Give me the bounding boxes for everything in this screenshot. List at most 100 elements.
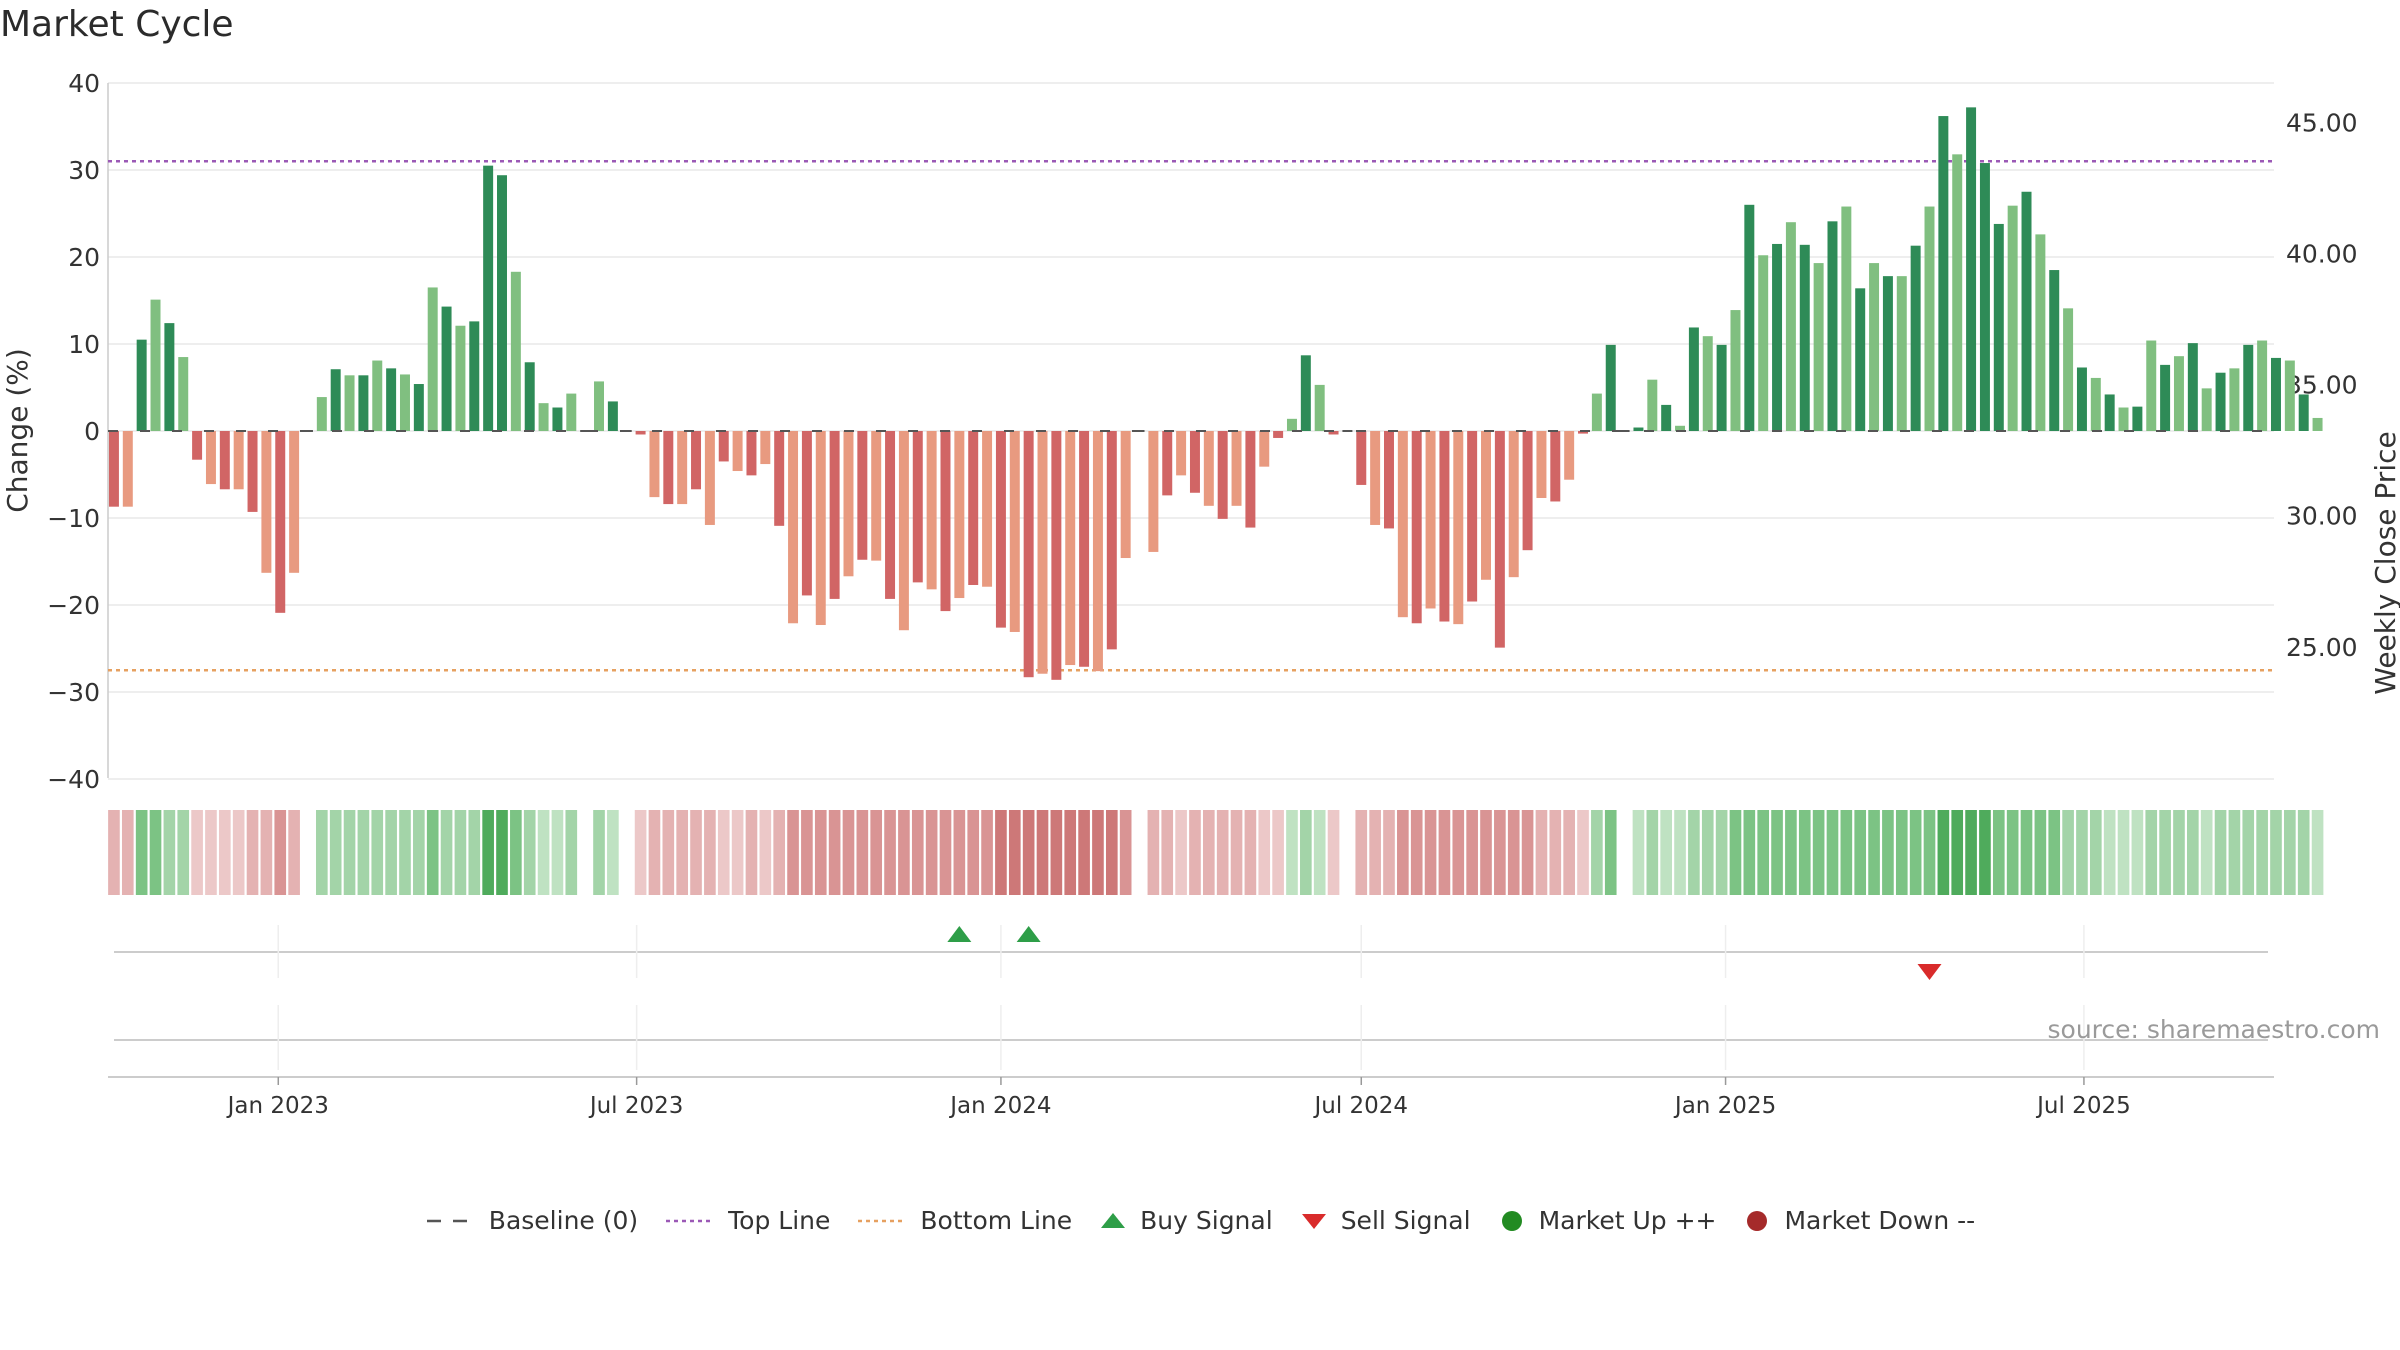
strength-cell	[177, 810, 190, 895]
bar	[427, 287, 438, 431]
bar	[510, 271, 521, 431]
strength-cell	[1175, 810, 1187, 895]
strength-cell	[1923, 810, 1936, 895]
bar	[1993, 223, 2004, 431]
strength-cell	[1854, 810, 1867, 895]
strength-cell	[911, 810, 924, 895]
strength-cell	[1992, 810, 2005, 895]
strength-cell	[939, 810, 952, 895]
strength-cell	[1549, 810, 1562, 895]
strength-cell	[1909, 810, 1922, 895]
sell-signal-marker	[1917, 964, 1942, 980]
bar	[441, 306, 452, 431]
strength-cell	[468, 810, 481, 895]
strength-cell	[343, 810, 356, 895]
bar	[594, 381, 605, 431]
strength-cell	[898, 810, 910, 895]
y-tick-label: −30	[47, 678, 100, 707]
strength-cell	[1535, 810, 1548, 895]
bar	[2215, 372, 2226, 431]
x-tick-label: Jul 2023	[588, 1093, 684, 1119]
bar	[607, 401, 618, 431]
strength-cell	[787, 810, 799, 895]
bar	[136, 339, 147, 431]
bar	[122, 431, 133, 507]
bar	[1425, 431, 1436, 609]
bar	[1383, 431, 1394, 529]
bar	[2298, 394, 2309, 431]
legend-item: Buy Signal	[1098, 1206, 1273, 1235]
strength-cell	[232, 810, 245, 895]
bar	[1397, 431, 1408, 618]
bar	[1079, 431, 1090, 667]
strength-cell	[828, 810, 841, 895]
bar	[1189, 431, 1200, 493]
strength-cell	[385, 810, 397, 895]
strength-cell	[1979, 810, 1991, 895]
strength-cell	[731, 810, 744, 895]
strength-cell	[1507, 810, 1520, 895]
chart-legend: Baseline (0) Top Line Bottom Line Buy Signa…	[0, 1206, 2400, 1235]
strength-cell	[2117, 810, 2130, 895]
strength-cell	[454, 810, 467, 895]
bar	[1065, 431, 1076, 666]
bar	[1148, 431, 1159, 552]
strength-cell	[565, 810, 578, 895]
strength-cell	[648, 810, 661, 895]
bar	[1744, 204, 1755, 431]
strength-cell	[1022, 810, 1035, 895]
bar	[330, 369, 341, 431]
strength-cell	[1064, 810, 1077, 895]
strength-cell	[925, 810, 938, 895]
bar	[1370, 431, 1381, 525]
strength-cell	[1951, 810, 1964, 895]
strength-cell	[2270, 810, 2282, 895]
bar	[885, 431, 896, 599]
y-right-tick-label: 25.00	[2286, 633, 2358, 662]
bar	[2118, 407, 2129, 431]
strength-cell	[1840, 810, 1853, 895]
strength-cell	[1812, 810, 1825, 895]
strength-cell	[288, 810, 300, 895]
strength-cell	[1577, 810, 1589, 895]
strength-cell	[1105, 810, 1118, 895]
strength-cell	[1632, 810, 1645, 895]
bar	[1758, 255, 1769, 431]
bar	[1772, 243, 1783, 431]
bar	[1439, 431, 1450, 622]
strength-cell	[482, 810, 494, 895]
strength-cell	[121, 810, 134, 895]
strength-cell	[1147, 810, 1160, 895]
bar	[580, 430, 591, 432]
bar	[386, 368, 397, 431]
strength-cell	[1757, 810, 1770, 895]
bar	[316, 397, 327, 431]
bar-series	[108, 107, 2323, 680]
strength-cell	[1771, 810, 1783, 895]
strength-cell	[1424, 810, 1437, 895]
bar	[233, 431, 244, 490]
bar	[2007, 205, 2018, 431]
bar	[1494, 431, 1505, 648]
strength-cell	[1119, 810, 1132, 895]
bar	[2146, 340, 2157, 431]
bar	[289, 431, 300, 573]
strength-cell	[1868, 810, 1880, 895]
bar	[635, 431, 646, 435]
strength-cell	[2062, 810, 2074, 895]
bar	[912, 431, 923, 583]
strength-cell	[1078, 810, 1090, 895]
strength-cell	[1729, 810, 1742, 895]
bar	[1938, 116, 1949, 431]
strength-cell	[1133, 810, 1146, 895]
legend-swatch	[1747, 1210, 1768, 1231]
strength-cell	[2159, 810, 2171, 895]
strength-cell	[856, 810, 869, 895]
strength-cell	[1286, 810, 1298, 895]
bar	[1203, 431, 1214, 506]
strength-cell	[1494, 810, 1506, 895]
strength-cell	[607, 810, 619, 895]
strength-cell	[1937, 810, 1950, 895]
strength-cell	[1452, 810, 1465, 895]
